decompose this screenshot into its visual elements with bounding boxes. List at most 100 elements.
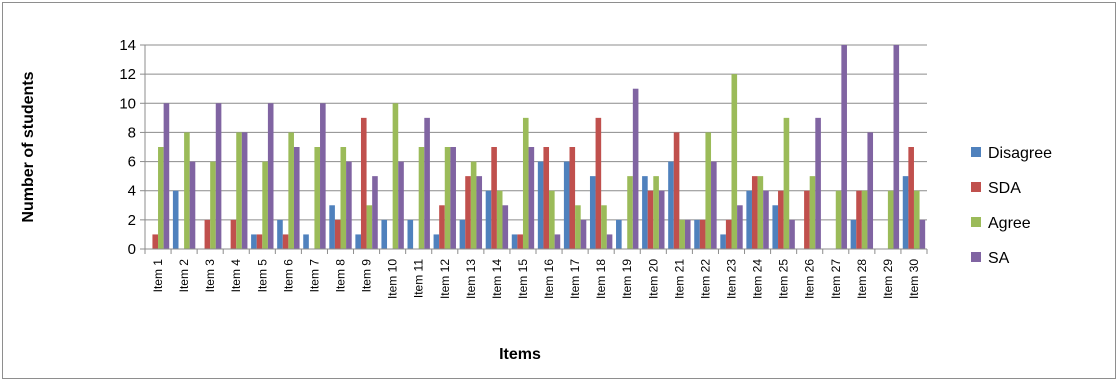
x-tick-label: Item 5 [255, 259, 269, 293]
bars [152, 45, 926, 250]
bar-sda [230, 219, 237, 249]
bar-sda [543, 147, 550, 249]
bar-sa [293, 147, 300, 249]
bar-sa [919, 219, 926, 249]
bar-sa [450, 147, 456, 249]
bar-disagree [642, 176, 648, 249]
x-tick-label: Item 23 [725, 259, 739, 299]
bar-agree [262, 161, 268, 249]
bar-sda [751, 176, 758, 249]
bar-agree [418, 147, 425, 249]
bar-agree [184, 132, 190, 249]
bar-agree [392, 103, 399, 250]
bar-disagree [616, 219, 622, 249]
bar-sda [517, 234, 523, 249]
y-tick-label: 2 [128, 212, 136, 229]
bar-sa [502, 205, 509, 249]
bar-sa [815, 117, 821, 249]
bar-sda [204, 219, 211, 249]
bar-sda [152, 234, 159, 249]
bar-agree [210, 161, 216, 249]
y-tick-label: 12 [119, 66, 136, 83]
y-tick-label: 10 [119, 95, 136, 112]
y-axis-title: Number of students [20, 71, 37, 222]
bar-sa [554, 234, 561, 249]
bar-sda [856, 190, 862, 249]
x-tick-label: Item 14 [490, 259, 504, 299]
bar-disagree [563, 161, 570, 249]
bar-sa [189, 161, 196, 249]
bar-agree [340, 147, 347, 249]
bar-sa [893, 45, 900, 249]
legend-swatch-sda [971, 182, 981, 192]
legend-label-sa: SA [988, 250, 1010, 267]
bar-sa [424, 117, 430, 249]
bar-sa [684, 219, 691, 249]
bar-agree [913, 190, 920, 249]
y-tick-label: 0 [128, 241, 136, 258]
x-tick-label: Item 7 [307, 259, 321, 293]
bar-disagree [746, 190, 752, 249]
bar-sda [491, 147, 497, 249]
bar-sa [372, 176, 378, 249]
legend: Disagree SDA Agree SA [971, 145, 1052, 267]
x-tick-label: Item 11 [412, 259, 426, 298]
bar-disagree [381, 219, 388, 249]
x-tick-label: Item 15 [516, 259, 530, 299]
bar-sa [841, 45, 847, 249]
bar-agree [783, 117, 790, 249]
y-tick-label: 14 [119, 37, 136, 54]
legend-swatch-disagree [971, 147, 981, 157]
x-tick-label: Item 25 [777, 259, 791, 299]
x-tick-label: Item 1 [151, 259, 165, 293]
bar-disagree [407, 219, 414, 249]
bar-agree [496, 190, 503, 249]
bar-disagree [850, 219, 857, 249]
legend-label-sda: SDA [988, 180, 1021, 197]
x-tick-label: Item 12 [438, 259, 452, 299]
bar-sa [606, 234, 613, 249]
bar-sda [282, 234, 289, 249]
x-tick-label: Item 24 [751, 259, 765, 299]
bar-sda [569, 147, 576, 249]
x-tick-label: Item 13 [464, 259, 478, 299]
bar-agree [549, 190, 555, 249]
bar-disagree [694, 219, 700, 249]
bar-sda [595, 117, 602, 249]
bar-sa [215, 103, 222, 250]
bar-disagree [433, 234, 440, 249]
bar-disagree [720, 234, 726, 249]
legend-label-disagree: Disagree [988, 145, 1052, 162]
bar-agree [627, 176, 633, 249]
x-tick-label: Item 28 [855, 259, 869, 299]
bar-agree [522, 117, 529, 249]
legend-label-agree: Agree [988, 215, 1031, 232]
bar-sda [673, 132, 680, 249]
x-tick-label: Item 29 [881, 259, 895, 299]
bar-sa [476, 176, 483, 249]
y-tick-labels: 0 2 4 6 8 10 12 14 [119, 37, 136, 258]
bar-disagree [277, 219, 283, 249]
bar-sda [256, 234, 263, 249]
x-tick-label: Item 30 [907, 259, 921, 299]
bar-agree [158, 147, 164, 249]
x-tick-labels: Item 1 Item 2 Item 3 Item 4 Item 5 Item 6 Item… [151, 259, 921, 299]
x-tick-label: Item 27 [829, 259, 843, 299]
bar-sda [465, 176, 471, 249]
x-tick-label: Item 3 [203, 259, 217, 293]
y-tick-label: 8 [128, 124, 136, 141]
bar-disagree [772, 205, 779, 249]
bar-disagree [589, 176, 596, 249]
bar-sa [267, 103, 274, 250]
bar-sa [398, 161, 404, 249]
bar-sda [778, 190, 784, 249]
bar-sa [320, 103, 326, 250]
bar-disagree [172, 190, 179, 249]
bar-disagree [303, 234, 309, 249]
bar-agree [653, 176, 659, 249]
bar-sa [711, 161, 717, 249]
x-tick-label: Item 10 [386, 259, 400, 299]
bar-agree [861, 190, 868, 249]
bar-agree [809, 176, 816, 249]
bar-sa [737, 205, 743, 249]
